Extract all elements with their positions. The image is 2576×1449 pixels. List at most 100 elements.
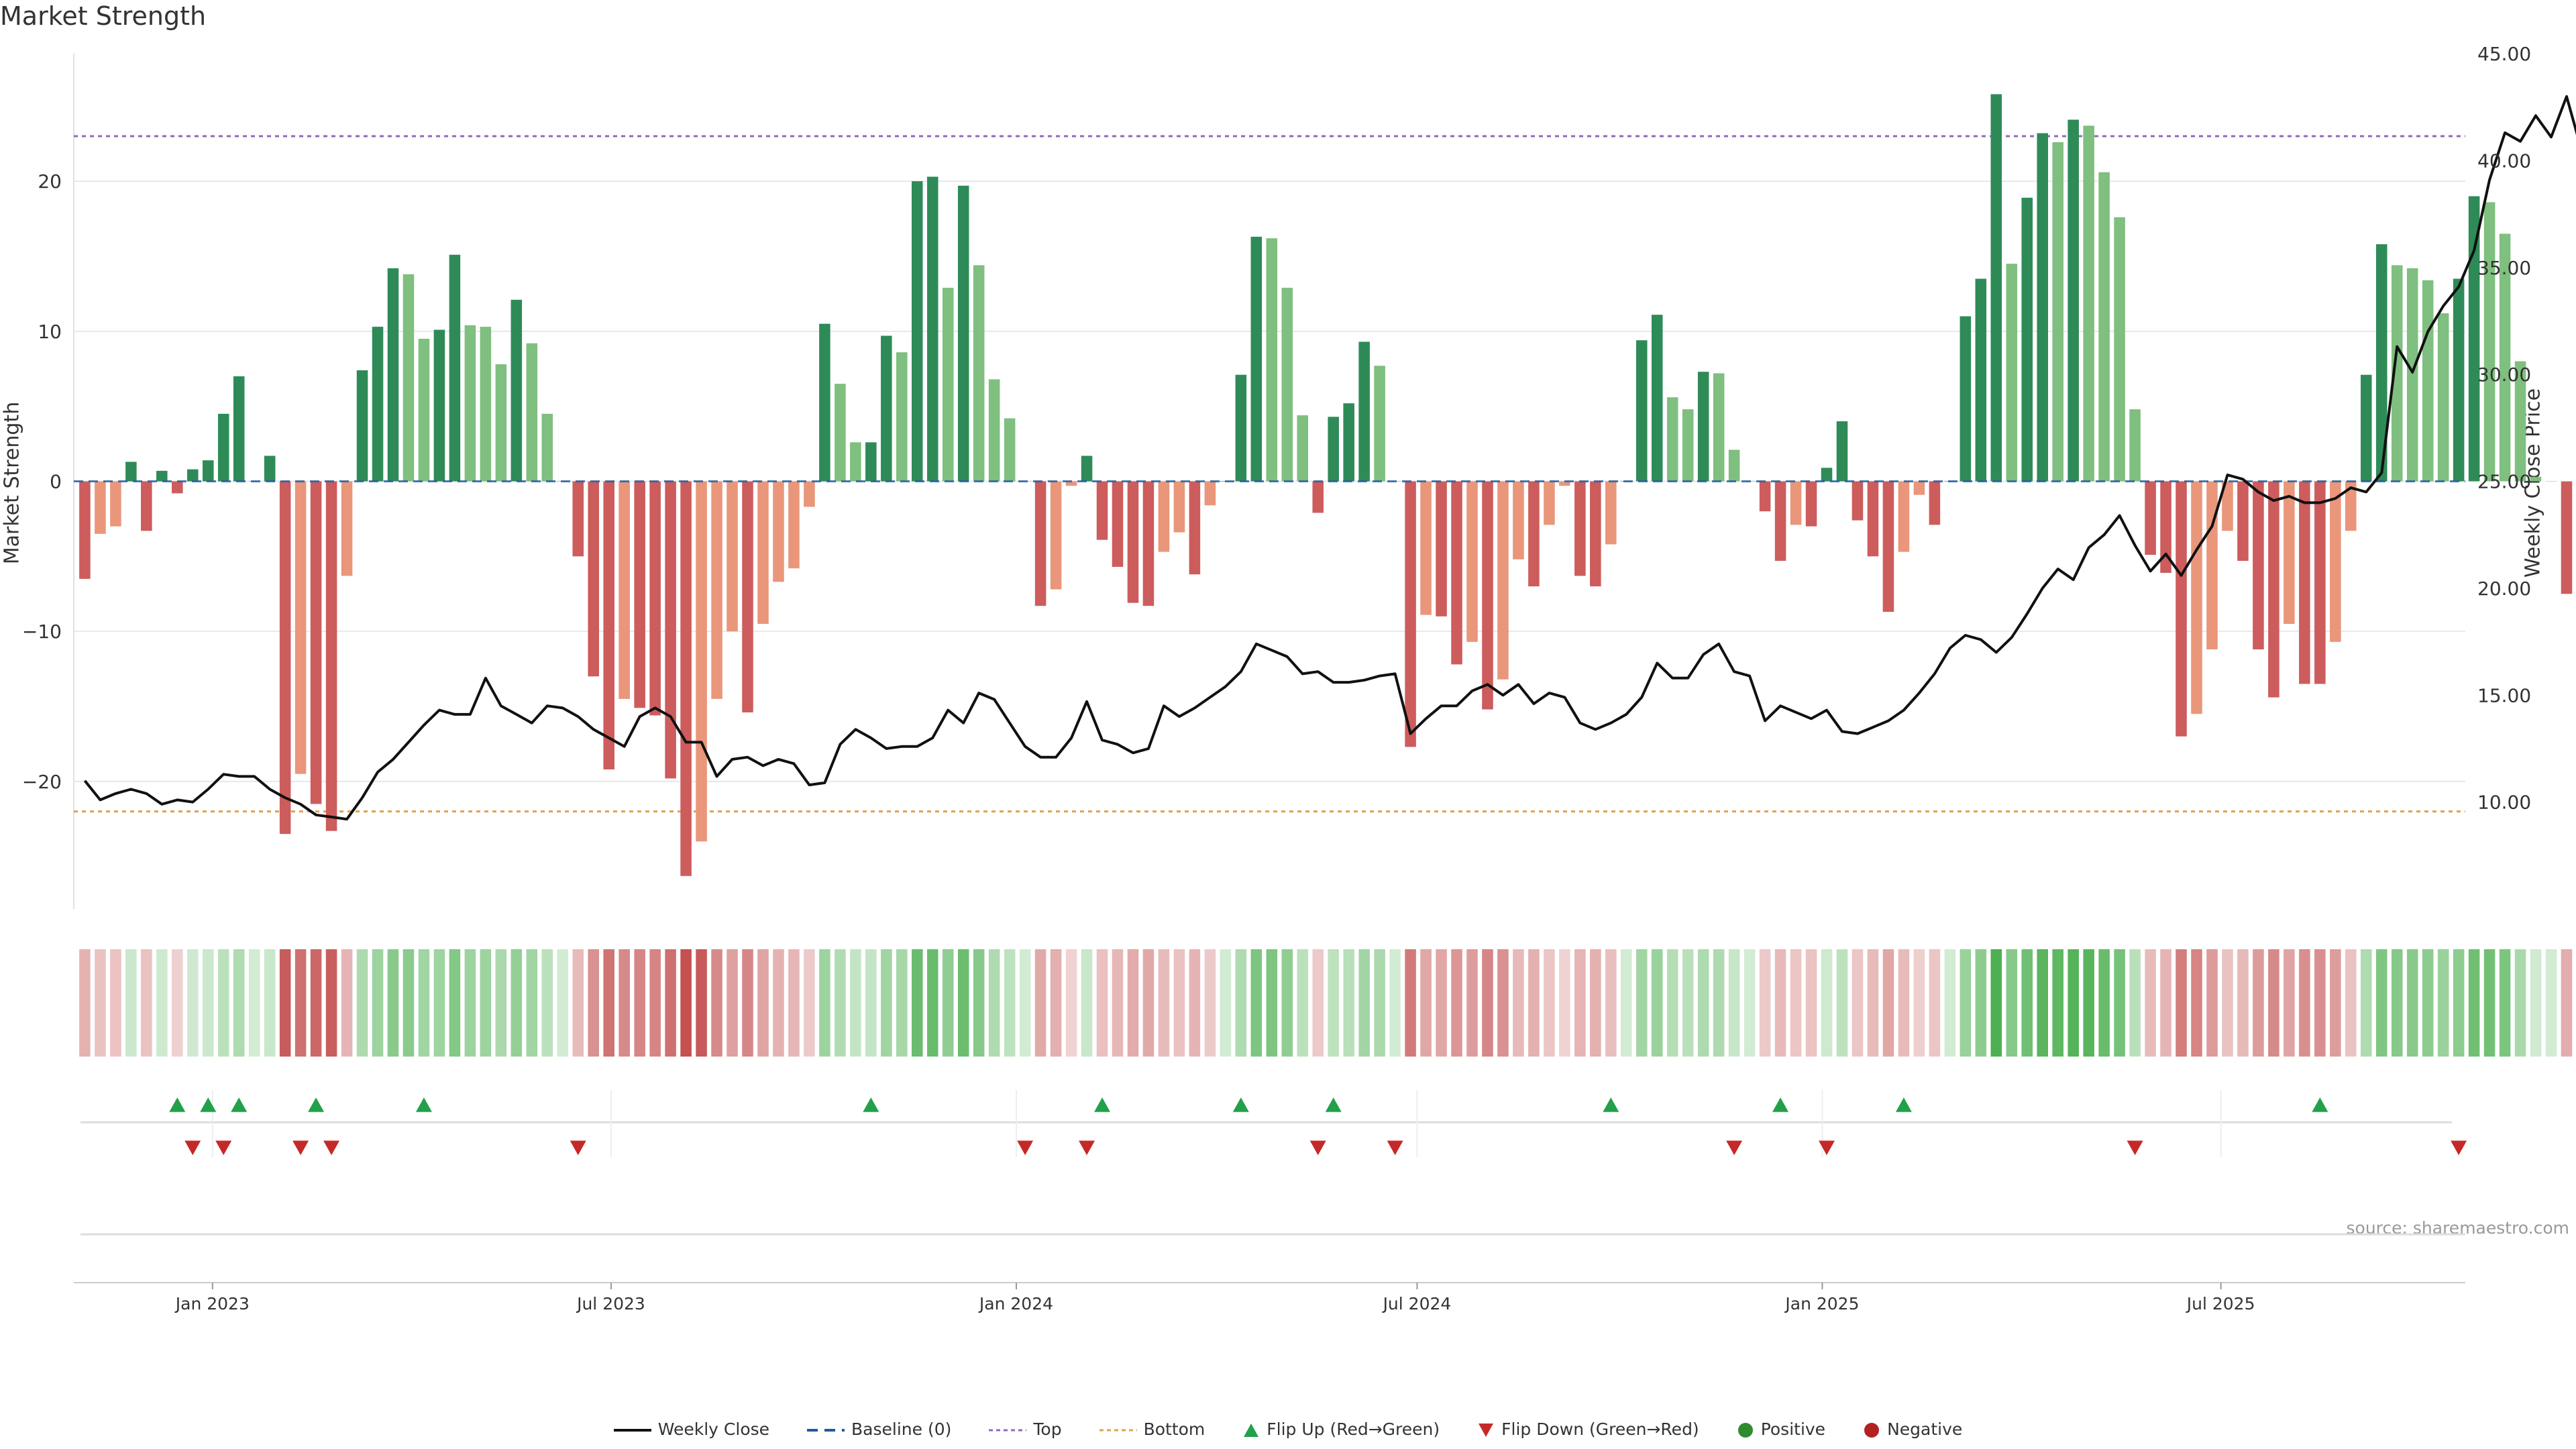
heat-strip-cell <box>804 949 815 1057</box>
flip-up-marker <box>1325 1097 1342 1112</box>
heat-strip-cell <box>2530 949 2542 1057</box>
heat-strip-cell <box>680 949 692 1057</box>
strength-bar <box>1127 481 1139 603</box>
legend-item-negative: Negative <box>1863 1419 1962 1439</box>
flip-up-marker <box>169 1097 186 1112</box>
heat-strip-cell <box>1898 949 1910 1057</box>
strength-bar <box>433 329 445 482</box>
heat-strip-cell <box>1528 949 1540 1057</box>
strength-bar <box>1666 397 1678 482</box>
x-tick-label: Jan 2025 <box>1784 1294 1859 1313</box>
strength-bar <box>1651 315 1663 482</box>
heat-strip-cell <box>2468 949 2480 1057</box>
heat-strip-cell <box>372 949 384 1057</box>
strength-bar <box>1065 481 1077 486</box>
heat-strip-cell <box>1851 949 1864 1057</box>
heat-strip-cell <box>2514 949 2526 1057</box>
heat-strip-cell <box>2222 949 2233 1057</box>
heat-strip-cell <box>1420 949 1432 1057</box>
heat-strip-cell <box>1743 949 1756 1057</box>
heat-strip-cell <box>1358 949 1370 1057</box>
heat-strip-cell <box>1836 949 1848 1057</box>
strength-bar <box>233 376 245 482</box>
heat-strip-cell <box>1605 949 1617 1057</box>
heat-strip-cell <box>649 949 661 1057</box>
heat-strip-cell <box>1250 949 1263 1057</box>
legend-label: Baseline (0) <box>851 1419 952 1439</box>
heat-strip-cell <box>1096 949 1108 1057</box>
strength-bar <box>495 364 507 482</box>
x-tick-label: Jul 2023 <box>576 1294 645 1313</box>
heat-strip-cell <box>2314 949 2326 1057</box>
flip-up-marker <box>415 1097 432 1112</box>
heat-strip-cell <box>233 949 245 1057</box>
strength-bar <box>2561 481 2573 594</box>
strength-bar <box>1358 341 1370 482</box>
strength-bar <box>711 481 722 699</box>
heat-strip-cell <box>2006 949 2018 1057</box>
strength-bar <box>1774 481 1786 561</box>
heat-strip-cell <box>1127 949 1139 1057</box>
heat-strip-cell <box>1590 949 1601 1057</box>
y-tick-label: 20 <box>38 170 62 193</box>
y2-tick-label: 10.00 <box>2477 792 2531 814</box>
strength-bar <box>1482 481 1493 710</box>
flip-up-marker <box>1603 1097 1619 1112</box>
flip-down-marker <box>2451 1140 2467 1155</box>
strength-bar <box>1697 372 1709 482</box>
flip-up-marker <box>231 1097 248 1112</box>
strength-bar <box>387 268 399 482</box>
flip-down-marker <box>1726 1140 1743 1155</box>
heat-strip-cell <box>125 949 137 1057</box>
strength-bar <box>402 274 415 482</box>
heat-strip-cell <box>1621 949 1632 1057</box>
strength-bar <box>1513 481 1524 559</box>
y2-tick-label: 30.00 <box>2477 364 2531 386</box>
heat-strip-cell <box>850 949 861 1057</box>
strength-bar <box>1343 403 1354 482</box>
heat-strip-cell <box>1697 949 1709 1057</box>
strength-bar <box>2098 172 2110 482</box>
heat-strip-cell <box>896 949 908 1057</box>
heat-strip-cell <box>264 949 276 1057</box>
heat-strip-cell <box>1759 949 1771 1057</box>
heat-strip-cell <box>1189 949 1201 1057</box>
flip-down-marker <box>1079 1140 1095 1155</box>
strength-bar <box>1096 481 1108 540</box>
strength-bar <box>2453 278 2465 482</box>
y-tick-label: 10 <box>38 321 62 343</box>
strength-bar <box>156 470 168 482</box>
strength-bar <box>1142 481 1155 606</box>
strength-bar <box>1328 417 1339 482</box>
legend-item-positive: Positive <box>1737 1419 1825 1439</box>
strength-bar <box>1034 481 1046 606</box>
strength-bar <box>79 481 91 579</box>
strength-bar <box>1790 481 1802 525</box>
heat-strip-cell <box>1312 949 1324 1057</box>
strength-bar <box>2375 244 2387 482</box>
heat-strip-cell <box>1636 949 1648 1057</box>
heat-strip-cell <box>2391 949 2403 1057</box>
strength-bar <box>141 481 152 531</box>
heat-strip-cell <box>696 949 707 1057</box>
heat-strip-cell <box>449 949 461 1057</box>
heat-strip-cell <box>957 949 969 1057</box>
strength-bar <box>957 185 969 482</box>
strength-bar <box>418 339 430 482</box>
strength-bar <box>2268 481 2279 698</box>
heat-strip-cell <box>942 949 954 1057</box>
strength-bar <box>2422 280 2434 482</box>
y2-tick-label: 25.00 <box>2477 471 2531 493</box>
heat-strip-cell <box>1666 949 1678 1057</box>
strength-bar <box>1605 481 1617 545</box>
strength-bar <box>1574 481 1586 576</box>
strength-bar <box>2284 481 2295 624</box>
strength-bar <box>773 481 784 582</box>
heat-strip-cell <box>1343 949 1354 1057</box>
heat-strip-cell <box>464 949 476 1057</box>
strength-bar <box>310 481 322 804</box>
legend-label: Positive <box>1760 1419 1826 1439</box>
heat-strip-cell <box>2160 949 2171 1057</box>
heat-strip-cell <box>2206 949 2218 1057</box>
heat-strip-cell <box>1960 949 1972 1057</box>
